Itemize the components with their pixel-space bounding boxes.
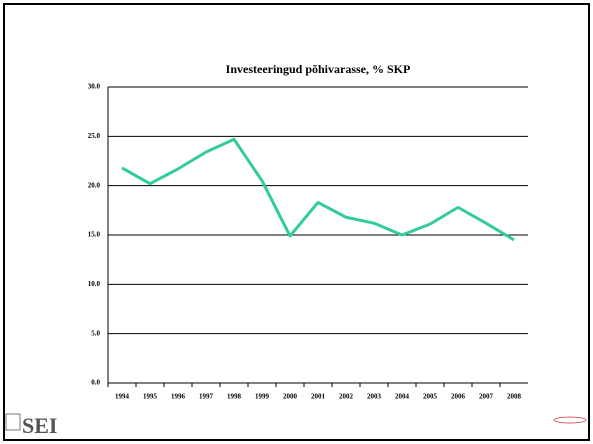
y-tick-label: 5.0 <box>91 329 100 337</box>
x-tick-label: 2006 <box>451 393 466 401</box>
x-tick-label: 1998 <box>227 393 242 401</box>
x-tick-label: 2004 <box>395 393 410 401</box>
x-tick-label: 2007 <box>479 393 494 401</box>
x-tick-label: 1997 <box>199 393 214 401</box>
logo: SEI <box>22 413 57 438</box>
slide-frame <box>3 3 590 441</box>
y-tick-label: 25.0 <box>88 132 101 140</box>
y-tick-label: 30.0 <box>88 83 101 91</box>
x-tick-label: 2002 <box>339 393 354 401</box>
x-tick-label: 2005 <box>423 393 438 401</box>
y-tick-label: 0.0 <box>91 379 100 387</box>
series-line <box>121 137 515 242</box>
x-tick-label: 1994 <box>115 393 130 401</box>
x-tick-label: 2003 <box>367 393 382 401</box>
logo-icon <box>5 413 21 431</box>
y-tick-label: 15.0 <box>88 231 101 239</box>
x-tick-label: 1995 <box>143 393 158 401</box>
chart-title: Investeeringud põhivarasse, % SKP <box>226 62 411 76</box>
x-tick-label: 1996 <box>171 393 186 401</box>
x-tick-label: 2001 <box>311 393 326 401</box>
x-tick-label: 2008 <box>507 393 522 401</box>
y-tick-label: 10.0 <box>88 280 101 288</box>
y-tick-label: 20.0 <box>88 181 101 189</box>
x-tick-label: 2000 <box>283 393 298 401</box>
footer-icon <box>553 416 587 424</box>
x-tick-label: 1999 <box>255 393 270 401</box>
